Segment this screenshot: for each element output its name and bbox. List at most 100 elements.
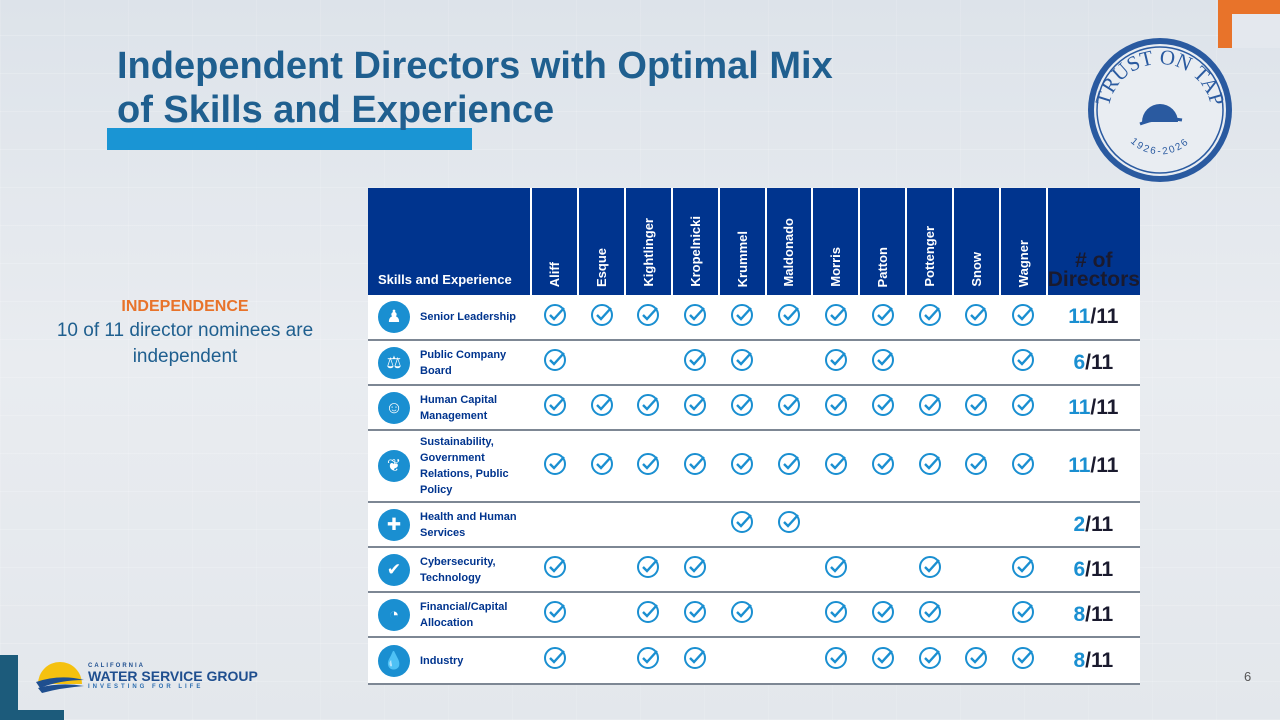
checkmark-icon xyxy=(543,601,567,628)
check-cell xyxy=(906,340,953,386)
skill-label: Public Company Board xyxy=(420,348,507,377)
checkmark-icon xyxy=(730,394,754,421)
table-row: ❦ Sustainability, Government Relations, P… xyxy=(368,430,1140,503)
check-cell xyxy=(812,340,860,386)
checkmark-icon xyxy=(1011,647,1035,674)
checkmark-icon xyxy=(590,394,614,421)
check-cell xyxy=(952,340,1000,386)
count-value: 8 xyxy=(1073,602,1086,626)
checkmark-icon xyxy=(824,303,848,331)
check-cell xyxy=(531,385,579,431)
corner-block xyxy=(0,710,64,720)
checkmark-icon xyxy=(871,452,895,480)
checkmark-icon xyxy=(636,556,660,583)
table-row: ✔ Cybersecurity, Technology 6/11 xyxy=(368,547,1140,593)
director-header: Esque xyxy=(578,188,626,295)
director-count: 8/11 xyxy=(1046,592,1140,638)
checkmark-icon xyxy=(590,452,614,480)
checkmark-icon xyxy=(777,452,801,480)
check-cell xyxy=(999,295,1047,341)
check-cell xyxy=(906,295,953,341)
director-count: 6/11 xyxy=(1046,340,1140,386)
check-cell xyxy=(859,547,907,593)
check-cell xyxy=(765,340,813,386)
director-count: 11/11 xyxy=(1046,430,1140,503)
check-cell xyxy=(999,430,1047,503)
checkmark-icon xyxy=(636,647,660,674)
checkmark-icon xyxy=(1011,601,1035,628)
checkmark-icon xyxy=(964,303,988,331)
skill-cell: ❦ Sustainability, Government Relations, P… xyxy=(368,430,532,503)
count-total: /11 xyxy=(1085,512,1114,536)
check-cell xyxy=(718,340,766,386)
count-value: 2 xyxy=(1073,512,1086,536)
check-cell xyxy=(906,637,953,685)
director-header: Pottenger xyxy=(906,188,954,295)
checkmark-icon xyxy=(824,349,848,376)
check-cell xyxy=(671,547,719,593)
check-cell xyxy=(671,340,719,386)
title-underline-bar xyxy=(107,128,472,150)
check-cell xyxy=(859,430,907,503)
checkmark-icon xyxy=(636,303,660,331)
check-cell xyxy=(952,385,1000,431)
director-name: Morris xyxy=(828,247,844,287)
table-row: 💧 Industry 8/11 xyxy=(368,637,1140,685)
check-cell xyxy=(999,592,1047,638)
check-cell xyxy=(906,385,953,431)
page-number: 6 xyxy=(1244,669,1252,684)
skill-cell: ⚖ Public Company Board xyxy=(368,340,532,386)
checkmark-icon xyxy=(918,303,942,331)
checkmark-icon xyxy=(543,394,567,421)
skill-label: Human Capital Management xyxy=(420,393,498,422)
director-name: Kightlinger xyxy=(640,218,656,287)
check-cell xyxy=(718,547,766,593)
skill-cell: 💧 Industry xyxy=(368,637,532,685)
check-cell xyxy=(765,430,813,503)
checkmark-icon xyxy=(543,303,567,331)
check-cell xyxy=(531,295,579,341)
checkmark-icon xyxy=(683,394,707,421)
check-cell xyxy=(952,502,1000,548)
sun-wave-logo-icon xyxy=(36,662,84,693)
checkmark-icon xyxy=(636,394,660,421)
check-cell xyxy=(952,637,1000,685)
checkmark-icon xyxy=(730,511,754,538)
check-cell xyxy=(859,340,907,386)
director-name: Krummel xyxy=(734,230,750,287)
checkmark-icon xyxy=(824,601,848,628)
checkmark-icon xyxy=(918,601,942,628)
checkmark-icon xyxy=(964,394,988,421)
check-cell xyxy=(578,430,625,503)
count-value: 11 xyxy=(1068,395,1091,419)
independence-text: 10 of 11 director nominees are independe… xyxy=(56,320,314,367)
check-cell xyxy=(624,592,672,638)
skill-cell: ☺ Human Capital Management xyxy=(368,385,532,431)
director-count: 11/11 xyxy=(1046,295,1140,341)
trust-on-tap-seal-logo: TRUST ON TAP 1926-2026 xyxy=(1088,38,1232,182)
check-cell xyxy=(578,637,625,685)
check-cell xyxy=(906,592,953,638)
check-cell xyxy=(671,502,719,548)
skill-cell: ✚ Health and Human Services xyxy=(368,502,532,548)
director-header: Krummel xyxy=(718,188,767,295)
director-name: Esque xyxy=(594,247,610,287)
check-cell xyxy=(999,340,1047,386)
checkmark-icon xyxy=(964,452,988,480)
check-cell xyxy=(952,295,1000,341)
check-cell xyxy=(624,295,672,341)
skill-cell: ✔ Cybersecurity, Technology xyxy=(368,547,532,593)
skill-label: Sustainability, Government Relations, Pu… xyxy=(420,436,509,496)
skill-label: Industry xyxy=(420,654,464,667)
checkmark-icon xyxy=(871,303,895,331)
check-cell xyxy=(999,637,1047,685)
checkmark-icon xyxy=(636,601,660,628)
checkmark-icon xyxy=(918,452,942,480)
checkmark-icon xyxy=(683,647,707,674)
director-name: Aliff xyxy=(547,261,563,287)
director-count: 8/11 xyxy=(1046,637,1140,685)
check-cell xyxy=(578,295,625,341)
check-cell xyxy=(578,502,625,548)
director-header: Maldonado xyxy=(765,188,814,295)
check-cell xyxy=(999,502,1047,548)
